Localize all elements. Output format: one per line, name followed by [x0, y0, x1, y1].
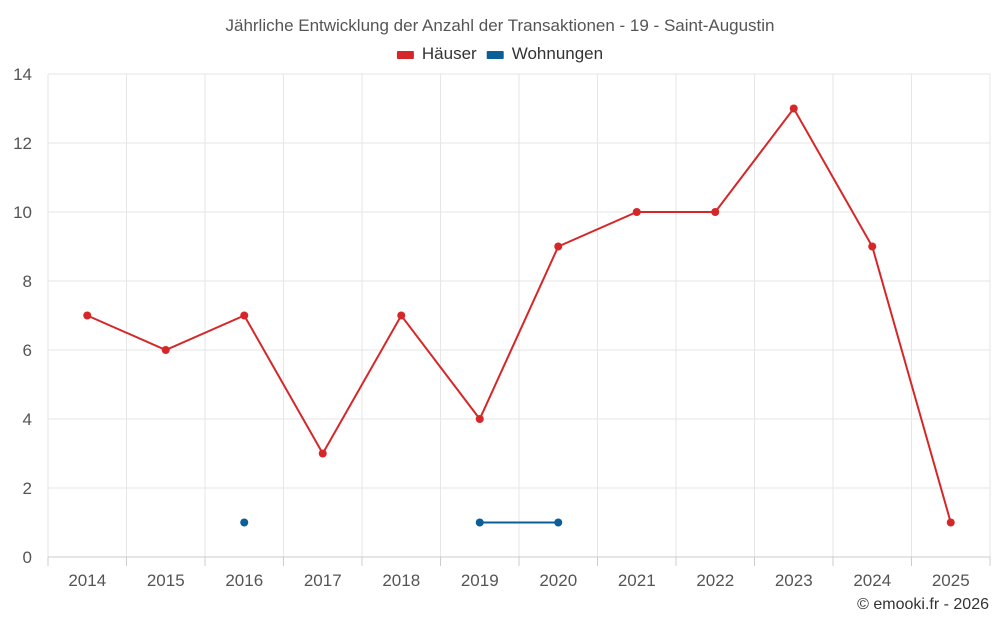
data-point[interactable] [711, 208, 720, 216]
legend-item[interactable]: Häuser [396, 44, 477, 63]
x-tick-label: 2023 [775, 571, 813, 590]
legend-swatch [396, 51, 414, 59]
x-axis: 2014 2015 2016 2017 2018 2019 2020 2021 2022 2023… [47, 556, 991, 590]
series-0 [83, 104, 955, 527]
data-point[interactable] [946, 518, 955, 527]
data-point[interactable] [475, 518, 484, 527]
data-point[interactable] [868, 242, 877, 251]
x-tick-label: 2020 [539, 571, 577, 590]
data-point[interactable] [318, 449, 327, 458]
series-line [86, 106, 952, 523]
x-tick-label: 2018 [382, 571, 420, 590]
y-tick-label: 6 [23, 341, 32, 360]
legend-swatch [486, 51, 504, 59]
series-1 [240, 518, 563, 527]
y-tick-label: 8 [23, 272, 32, 291]
y-tick-label: 14 [13, 65, 32, 84]
legend-label: Wohnungen [512, 44, 603, 63]
data-point[interactable] [554, 518, 563, 527]
data-point[interactable] [240, 518, 249, 527]
legend-label: Häuser [422, 44, 477, 63]
x-tick-label: 2014 [68, 571, 106, 590]
data-point[interactable] [475, 415, 484, 423]
x-tick-label: 2024 [853, 571, 891, 590]
y-tick-label: 10 [13, 203, 32, 222]
y-tick-label: 2 [23, 479, 32, 498]
x-tick-label: 2016 [225, 571, 263, 590]
y-tick-label: 0 [23, 548, 32, 567]
y-axis: 0 2 4 6 8 10 12 14 [13, 65, 32, 567]
legend-item[interactable]: Wohnungen [486, 44, 603, 63]
data-point[interactable] [161, 346, 170, 354]
x-tick-label: 2017 [304, 571, 342, 590]
gridlines [47, 73, 991, 557]
data-point[interactable] [789, 104, 798, 113]
credit-text: © emooki.fr - 2026 [857, 596, 989, 613]
legend: Häuser Wohnungen [396, 44, 603, 63]
x-tick-label: 2025 [932, 571, 970, 590]
series-layer [83, 104, 955, 527]
y-tick-label: 4 [23, 410, 32, 429]
data-point[interactable] [632, 208, 641, 216]
data-point[interactable] [397, 311, 406, 320]
x-tick-label: 2015 [147, 571, 185, 590]
chart-title: Jährliche Entwicklung der Anzahl der Tra… [225, 16, 774, 35]
x-tick-label: 2019 [461, 571, 499, 590]
data-point[interactable] [83, 311, 92, 320]
x-tick-label: 2021 [618, 571, 656, 590]
data-point[interactable] [240, 311, 249, 320]
data-point[interactable] [554, 242, 563, 251]
y-tick-label: 12 [13, 134, 32, 153]
x-tick-label: 2022 [696, 571, 734, 590]
